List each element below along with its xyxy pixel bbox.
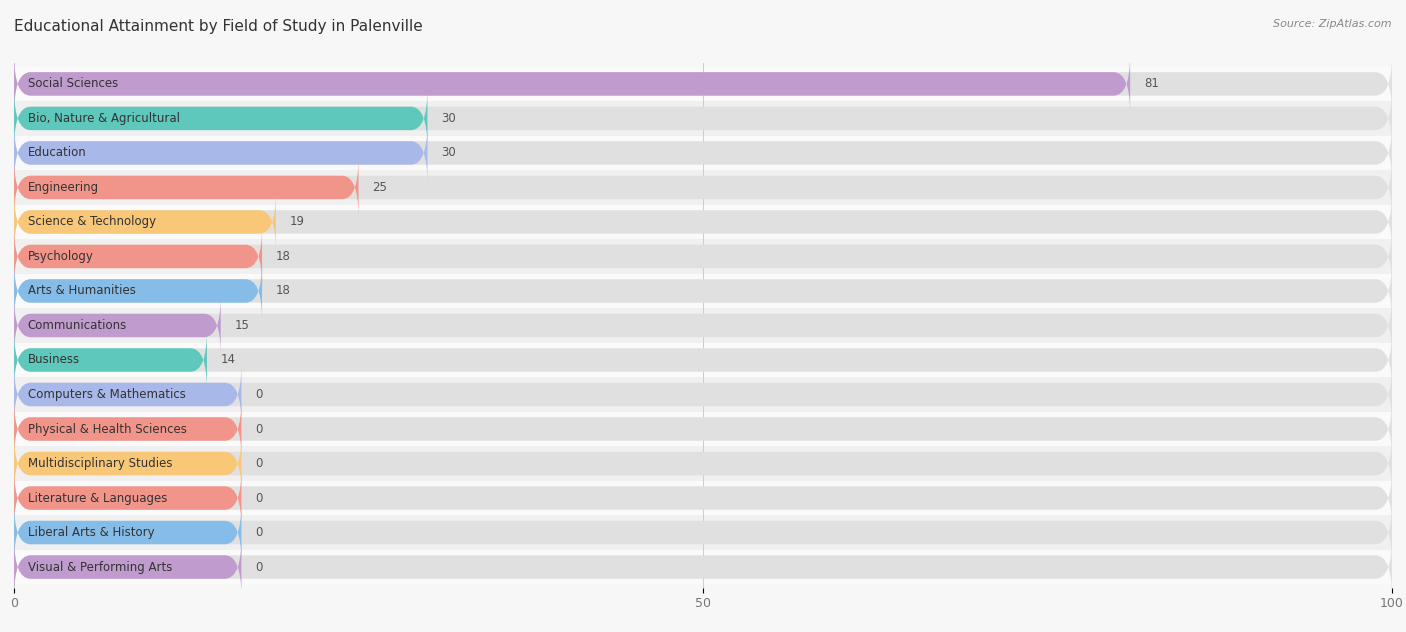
FancyBboxPatch shape xyxy=(14,331,1392,390)
FancyBboxPatch shape xyxy=(14,365,242,424)
FancyBboxPatch shape xyxy=(14,296,221,355)
Text: Science & Technology: Science & Technology xyxy=(28,216,156,228)
Text: Education: Education xyxy=(28,147,87,159)
FancyBboxPatch shape xyxy=(14,227,262,286)
FancyBboxPatch shape xyxy=(14,365,1392,424)
FancyBboxPatch shape xyxy=(14,399,242,459)
Text: Arts & Humanities: Arts & Humanities xyxy=(28,284,136,298)
Text: 0: 0 xyxy=(256,423,263,435)
Bar xyxy=(14,308,1392,343)
FancyBboxPatch shape xyxy=(14,434,242,493)
Bar xyxy=(14,101,1392,136)
FancyBboxPatch shape xyxy=(14,503,1392,562)
Text: 30: 30 xyxy=(441,147,456,159)
Text: 0: 0 xyxy=(256,526,263,539)
Text: Business: Business xyxy=(28,353,80,367)
FancyBboxPatch shape xyxy=(14,227,1392,286)
Text: Engineering: Engineering xyxy=(28,181,98,194)
FancyBboxPatch shape xyxy=(14,537,242,597)
FancyBboxPatch shape xyxy=(14,54,1130,114)
Text: 19: 19 xyxy=(290,216,305,228)
FancyBboxPatch shape xyxy=(14,158,359,217)
Text: 18: 18 xyxy=(276,284,291,298)
Text: 0: 0 xyxy=(256,492,263,504)
Text: 0: 0 xyxy=(256,388,263,401)
Bar xyxy=(14,446,1392,481)
Bar xyxy=(14,170,1392,205)
Text: 30: 30 xyxy=(441,112,456,125)
FancyBboxPatch shape xyxy=(14,88,1392,148)
FancyBboxPatch shape xyxy=(14,331,207,390)
Bar xyxy=(14,481,1392,515)
Text: 15: 15 xyxy=(235,319,249,332)
Bar xyxy=(14,274,1392,308)
Text: Physical & Health Sciences: Physical & Health Sciences xyxy=(28,423,187,435)
Text: Communications: Communications xyxy=(28,319,127,332)
Bar xyxy=(14,66,1392,101)
Text: Multidisciplinary Studies: Multidisciplinary Studies xyxy=(28,457,173,470)
Bar xyxy=(14,136,1392,170)
Text: 0: 0 xyxy=(256,457,263,470)
Text: 18: 18 xyxy=(276,250,291,263)
FancyBboxPatch shape xyxy=(14,503,242,562)
FancyBboxPatch shape xyxy=(14,399,1392,459)
FancyBboxPatch shape xyxy=(14,88,427,148)
Bar xyxy=(14,343,1392,377)
Text: Literature & Languages: Literature & Languages xyxy=(28,492,167,504)
FancyBboxPatch shape xyxy=(14,468,1392,528)
Bar xyxy=(14,205,1392,239)
Text: Social Sciences: Social Sciences xyxy=(28,77,118,90)
Text: Psychology: Psychology xyxy=(28,250,94,263)
FancyBboxPatch shape xyxy=(14,261,262,320)
FancyBboxPatch shape xyxy=(14,123,1392,183)
Text: 25: 25 xyxy=(373,181,387,194)
FancyBboxPatch shape xyxy=(14,261,1392,320)
Text: Bio, Nature & Agricultural: Bio, Nature & Agricultural xyxy=(28,112,180,125)
FancyBboxPatch shape xyxy=(14,434,1392,493)
Bar xyxy=(14,550,1392,585)
FancyBboxPatch shape xyxy=(14,192,276,252)
FancyBboxPatch shape xyxy=(14,123,427,183)
Bar xyxy=(14,412,1392,446)
FancyBboxPatch shape xyxy=(14,537,1392,597)
Text: Source: ZipAtlas.com: Source: ZipAtlas.com xyxy=(1274,19,1392,29)
FancyBboxPatch shape xyxy=(14,54,1392,114)
Bar xyxy=(14,239,1392,274)
Text: Educational Attainment by Field of Study in Palenville: Educational Attainment by Field of Study… xyxy=(14,19,423,34)
Text: Liberal Arts & History: Liberal Arts & History xyxy=(28,526,155,539)
FancyBboxPatch shape xyxy=(14,158,1392,217)
Bar xyxy=(14,515,1392,550)
Text: 81: 81 xyxy=(1144,77,1159,90)
FancyBboxPatch shape xyxy=(14,468,242,528)
FancyBboxPatch shape xyxy=(14,192,1392,252)
Text: 0: 0 xyxy=(256,561,263,574)
Text: Visual & Performing Arts: Visual & Performing Arts xyxy=(28,561,172,574)
FancyBboxPatch shape xyxy=(14,296,1392,355)
Text: Computers & Mathematics: Computers & Mathematics xyxy=(28,388,186,401)
Text: 14: 14 xyxy=(221,353,236,367)
Bar xyxy=(14,377,1392,412)
